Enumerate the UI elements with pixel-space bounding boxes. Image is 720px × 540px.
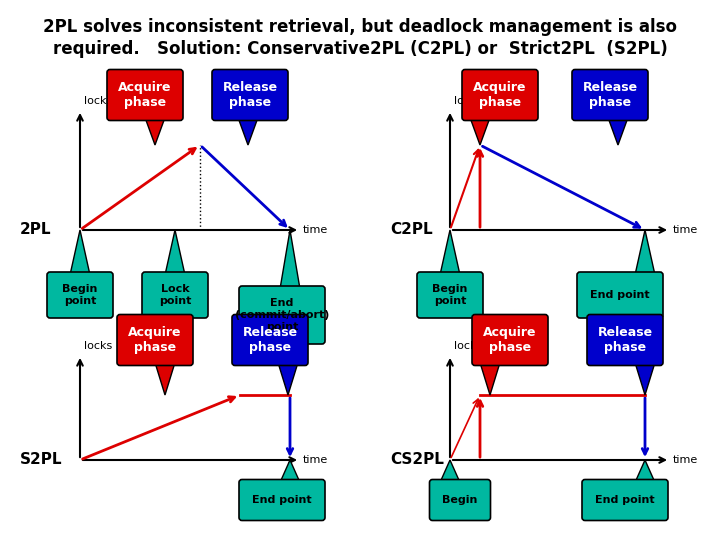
- FancyBboxPatch shape: [417, 272, 483, 318]
- Polygon shape: [635, 230, 655, 275]
- Text: locks: locks: [84, 341, 112, 351]
- Polygon shape: [165, 230, 185, 275]
- Text: 2PL: 2PL: [20, 222, 52, 238]
- Polygon shape: [280, 460, 300, 483]
- Text: End
(commit/abort)
point: End (commit/abort) point: [235, 299, 329, 332]
- Text: required.   Solution: Conservative2PL (C2PL) or  Strict2PL  (S2PL): required. Solution: Conservative2PL (C2P…: [53, 40, 667, 58]
- FancyBboxPatch shape: [117, 314, 193, 366]
- Text: time: time: [303, 225, 328, 235]
- Text: S2PL: S2PL: [20, 453, 63, 468]
- Text: Begin: Begin: [442, 495, 477, 505]
- FancyBboxPatch shape: [239, 480, 325, 521]
- Polygon shape: [608, 118, 628, 145]
- Polygon shape: [278, 362, 298, 395]
- FancyBboxPatch shape: [572, 70, 648, 120]
- FancyBboxPatch shape: [462, 70, 538, 120]
- FancyBboxPatch shape: [430, 480, 490, 521]
- Text: End point: End point: [590, 290, 650, 300]
- Polygon shape: [145, 118, 165, 145]
- Polygon shape: [280, 230, 300, 289]
- Text: time: time: [303, 455, 328, 465]
- Polygon shape: [440, 460, 460, 483]
- FancyBboxPatch shape: [47, 272, 113, 318]
- Text: locks: locks: [454, 341, 482, 351]
- FancyBboxPatch shape: [472, 314, 548, 366]
- Polygon shape: [440, 230, 460, 275]
- Polygon shape: [70, 230, 90, 275]
- Text: Release
phase: Release phase: [598, 326, 652, 354]
- Text: locks: locks: [454, 96, 482, 106]
- Text: Acquire
phase: Acquire phase: [483, 326, 536, 354]
- FancyBboxPatch shape: [107, 70, 183, 120]
- Polygon shape: [470, 118, 490, 145]
- Polygon shape: [480, 362, 500, 395]
- Text: End point: End point: [252, 495, 312, 505]
- Text: End point: End point: [595, 495, 654, 505]
- Text: Release
phase: Release phase: [222, 81, 278, 109]
- Text: CS2PL: CS2PL: [390, 453, 444, 468]
- Polygon shape: [635, 460, 655, 483]
- FancyBboxPatch shape: [239, 286, 325, 344]
- FancyBboxPatch shape: [587, 314, 663, 366]
- Text: Release
phase: Release phase: [582, 81, 638, 109]
- Text: Lock
point: Lock point: [159, 284, 192, 306]
- FancyBboxPatch shape: [212, 70, 288, 120]
- Text: C2PL: C2PL: [390, 222, 433, 238]
- Polygon shape: [635, 362, 655, 395]
- Text: Begin
point: Begin point: [63, 284, 98, 306]
- FancyBboxPatch shape: [582, 480, 668, 521]
- Polygon shape: [155, 362, 175, 395]
- Text: 2PL solves inconsistent retrieval, but deadlock management is also: 2PL solves inconsistent retrieval, but d…: [43, 18, 677, 36]
- FancyBboxPatch shape: [232, 314, 308, 366]
- Text: Acquire
phase: Acquire phase: [473, 81, 527, 109]
- Text: Begin
point: Begin point: [432, 284, 468, 306]
- Text: locks: locks: [84, 96, 112, 106]
- Text: Acquire
phase: Acquire phase: [128, 326, 181, 354]
- Text: Release
phase: Release phase: [243, 326, 297, 354]
- Text: Acquire
phase: Acquire phase: [118, 81, 172, 109]
- Text: time: time: [673, 225, 698, 235]
- FancyBboxPatch shape: [142, 272, 208, 318]
- FancyBboxPatch shape: [577, 272, 663, 318]
- Polygon shape: [238, 118, 258, 145]
- Text: time: time: [673, 455, 698, 465]
